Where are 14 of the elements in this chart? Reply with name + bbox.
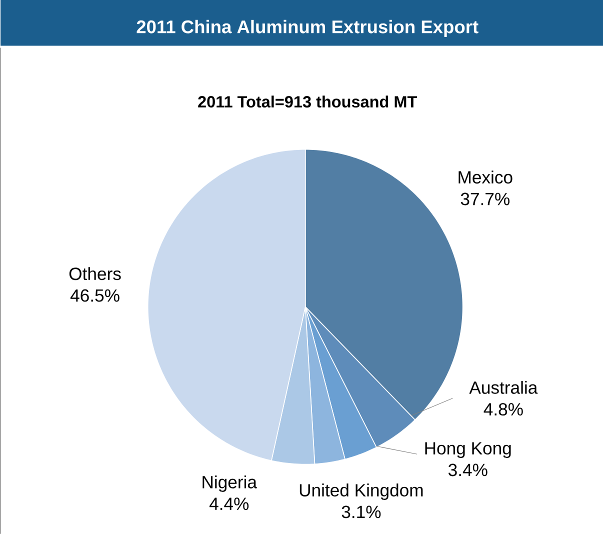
slice-label: Mexico (458, 170, 512, 184)
slice-label: Others (69, 266, 121, 280)
data-label: 4.4% (209, 498, 249, 510)
slice-label: United Kingdom (300, 483, 423, 500)
slice-label: Australia (469, 380, 538, 394)
slice-label: Nigeria (202, 475, 258, 492)
chart-title: 2011 China Aluminum Extrusion Export (136, 20, 478, 37)
slice-label: Hong Kong (425, 442, 511, 458)
data-label: 3.1% (342, 506, 381, 518)
data-label: 46.5% (70, 289, 120, 302)
data-label: 4.8% (484, 402, 523, 416)
chart-subtitle: 2011 Total=913 thousand MT (198, 95, 418, 108)
data-label: 37.7% (460, 192, 510, 206)
data-label: 3.4% (448, 464, 488, 476)
